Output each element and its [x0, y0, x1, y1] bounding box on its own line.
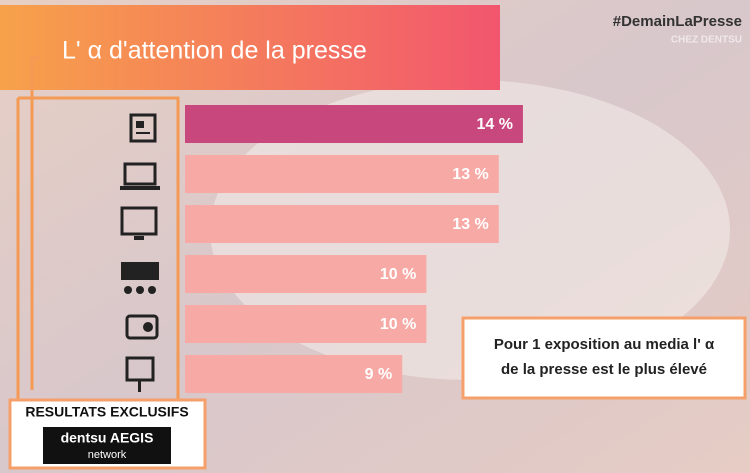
logo: dentsu AEGIS — [61, 430, 154, 446]
bar — [185, 355, 403, 393]
title-banner — [0, 5, 500, 90]
bar — [185, 155, 499, 193]
logo-box — [43, 427, 171, 464]
value-label: 9 % — [365, 366, 393, 383]
logo-sub: network — [88, 449, 127, 461]
value-label: 14 % — [476, 116, 512, 133]
bar — [185, 105, 523, 143]
watermark: CHEZ DENTSU — [671, 35, 742, 46]
badge-title: RESULTATS EXCLUSIFS — [25, 404, 188, 420]
value-label: 10 % — [380, 316, 416, 333]
bar — [185, 205, 499, 243]
frame-lines — [16, 56, 180, 400]
value-label: 13 % — [452, 216, 488, 233]
bar — [185, 255, 427, 293]
hashtag: #DemainLaPresse — [613, 13, 742, 30]
icons — [120, 113, 160, 392]
annotation: de la presse est le plus élevé — [501, 361, 707, 378]
chart-title: L' α d'attention de la presse — [62, 37, 367, 65]
annotation: Pour 1 exposition au media l' α — [494, 336, 715, 353]
value-label: 10 % — [380, 266, 416, 283]
annotation-box — [461, 316, 747, 400]
bar — [185, 305, 427, 343]
value-label: 13 % — [452, 166, 488, 183]
